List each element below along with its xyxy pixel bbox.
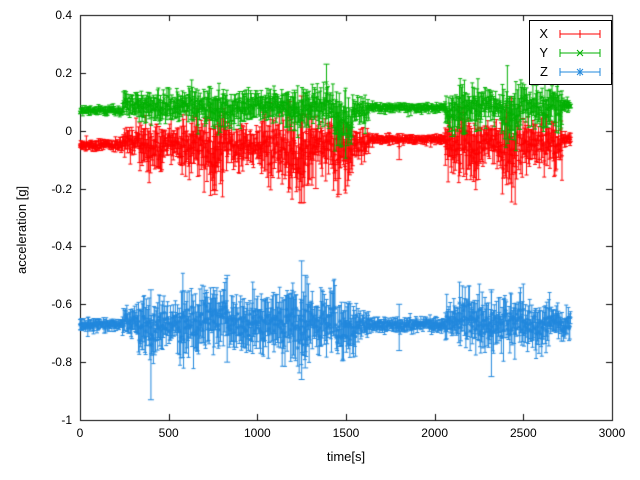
x-axis-label: time[s] xyxy=(326,449,366,464)
y-tick-label: -1 xyxy=(61,413,72,427)
legend-sample-cross-icon xyxy=(559,48,601,57)
y-tick-label: 0 xyxy=(65,123,72,138)
x-tick-label: 500 xyxy=(158,426,179,440)
x-tick-label: 1000 xyxy=(243,426,271,440)
legend-sample-star-icon xyxy=(559,67,601,76)
x-tick-label: 2000 xyxy=(421,426,448,440)
legend-entry-y: Y xyxy=(539,43,602,62)
legend-entry-z: Z xyxy=(539,62,602,81)
legend-label: Y xyxy=(539,45,548,60)
x-tick-label: 3000 xyxy=(598,426,626,440)
y-axis-label: acceleration [g] xyxy=(14,185,29,274)
legend-label: Z xyxy=(540,64,548,79)
legend-label: X xyxy=(539,26,548,41)
y-tick-label: 0.2 xyxy=(55,65,72,80)
y-tick-label: -0.8 xyxy=(51,355,72,370)
legend-entry-x: X xyxy=(539,24,602,43)
y-tick-label: -0.2 xyxy=(51,181,72,196)
legend-sample-plus-icon xyxy=(559,29,601,38)
y-tick-label: -0.6 xyxy=(51,297,72,312)
x-tick-label: 2500 xyxy=(509,426,537,440)
y-tick-label: -0.4 xyxy=(51,239,72,254)
y-tick-label: 0.4 xyxy=(55,8,72,22)
x-tick-label: 1500 xyxy=(332,426,360,440)
x-tick-label: 0 xyxy=(76,426,84,440)
